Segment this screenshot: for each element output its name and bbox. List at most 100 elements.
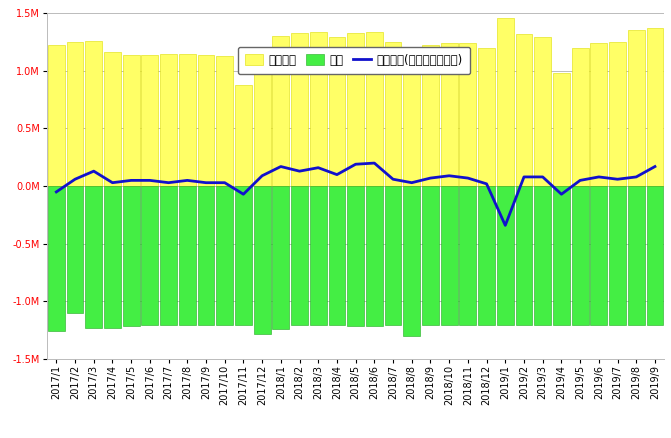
雇用状況(新規雇用－失業) bbox=[632, 174, 640, 180]
Bar bbox=[403, 186, 420, 336]
雇用状況(新規雇用－失業) bbox=[464, 176, 472, 181]
Bar bbox=[403, 50, 420, 186]
Bar bbox=[310, 186, 327, 325]
Bar bbox=[85, 41, 102, 186]
Bar bbox=[48, 46, 64, 186]
Bar bbox=[142, 186, 158, 325]
Bar bbox=[310, 32, 327, 186]
Bar bbox=[216, 186, 233, 325]
雇用状況(新規雇用－失業) bbox=[389, 177, 397, 182]
Bar bbox=[160, 53, 177, 186]
Bar bbox=[460, 186, 476, 325]
雇用状況(新規雇用－失業) bbox=[408, 180, 416, 185]
Bar bbox=[142, 55, 158, 186]
Bar bbox=[366, 32, 382, 186]
Bar bbox=[647, 186, 664, 325]
雇用状況(新規雇用－失業) bbox=[520, 174, 528, 180]
雇用状況(新規雇用－失業) bbox=[71, 177, 79, 182]
Bar bbox=[216, 56, 233, 186]
Bar bbox=[497, 18, 514, 186]
Bar bbox=[515, 34, 532, 186]
Bar bbox=[235, 85, 252, 186]
Bar bbox=[609, 186, 626, 325]
Bar bbox=[179, 186, 196, 325]
Bar bbox=[384, 186, 401, 325]
雇用状況(新規雇用－失業) bbox=[146, 178, 154, 183]
Bar bbox=[347, 33, 364, 186]
雇用状況(新規雇用－失業) bbox=[370, 160, 378, 166]
Bar bbox=[441, 186, 458, 325]
Bar bbox=[329, 37, 346, 186]
Bar bbox=[235, 186, 252, 325]
Bar bbox=[329, 186, 346, 325]
Bar bbox=[48, 186, 64, 332]
Bar bbox=[515, 186, 532, 325]
雇用状況(新規雇用－失業) bbox=[333, 172, 341, 177]
Bar bbox=[590, 43, 607, 186]
雇用状況(新規雇用－失業) bbox=[445, 173, 453, 178]
Bar bbox=[478, 48, 495, 186]
Bar bbox=[66, 186, 83, 313]
Bar bbox=[534, 37, 551, 186]
Bar bbox=[422, 186, 439, 325]
Bar bbox=[478, 186, 495, 325]
Bar bbox=[85, 186, 102, 328]
雇用状況(新規雇用－失業) bbox=[314, 165, 322, 170]
Bar bbox=[590, 186, 607, 325]
雇用状況(新規雇用－失業) bbox=[276, 164, 285, 169]
Bar bbox=[272, 36, 289, 186]
Bar bbox=[291, 33, 308, 186]
Bar bbox=[104, 186, 121, 328]
Bar bbox=[104, 53, 121, 186]
Bar bbox=[422, 46, 439, 186]
Bar bbox=[553, 186, 570, 325]
雇用状況(新規雇用－失業) bbox=[651, 164, 659, 169]
雇用状況(新規雇用－失業) bbox=[183, 178, 191, 183]
Bar bbox=[460, 43, 476, 186]
Bar bbox=[179, 53, 196, 186]
Bar bbox=[628, 186, 645, 325]
Bar bbox=[123, 55, 140, 186]
Line: 雇用状況(新規雇用－失業): 雇用状況(新規雇用－失業) bbox=[56, 163, 655, 226]
Bar bbox=[123, 186, 140, 326]
雇用状況(新規雇用－失業) bbox=[90, 169, 98, 174]
Bar bbox=[497, 186, 514, 325]
雇用状況(新規雇用－失業) bbox=[109, 180, 117, 185]
雇用状況(新規雇用－失業) bbox=[202, 180, 210, 185]
雇用状況(新規雇用－失業) bbox=[427, 176, 435, 181]
Bar bbox=[197, 186, 215, 325]
Bar bbox=[628, 31, 645, 186]
Bar bbox=[572, 186, 588, 325]
雇用状況(新規雇用－失業) bbox=[127, 178, 135, 183]
雇用状況(新規雇用－失業) bbox=[539, 174, 547, 180]
Bar bbox=[572, 48, 588, 186]
Bar bbox=[441, 43, 458, 186]
雇用状況(新規雇用－失業) bbox=[576, 178, 584, 183]
Legend: 新規雇用, 失業, 雇用状況(新規雇用－失業): 新規雇用, 失業, 雇用状況(新規雇用－失業) bbox=[238, 47, 470, 74]
雇用状況(新規雇用－失業) bbox=[613, 177, 621, 182]
Bar bbox=[534, 186, 551, 325]
Bar bbox=[647, 28, 664, 186]
雇用状況(新規雇用－失業) bbox=[352, 162, 360, 167]
雇用状況(新規雇用－失業) bbox=[258, 173, 266, 178]
Bar bbox=[272, 186, 289, 329]
Bar bbox=[254, 186, 270, 334]
Bar bbox=[197, 55, 215, 186]
Bar bbox=[384, 42, 401, 186]
雇用状況(新規雇用－失業) bbox=[52, 189, 60, 194]
雇用状況(新規雇用－失業) bbox=[482, 181, 491, 187]
Bar bbox=[291, 186, 308, 325]
雇用状況(新規雇用－失業) bbox=[240, 191, 248, 197]
Bar bbox=[553, 73, 570, 186]
雇用状況(新規雇用－失業) bbox=[558, 191, 566, 197]
Bar bbox=[160, 186, 177, 325]
雇用状況(新規雇用－失業) bbox=[164, 180, 172, 185]
雇用状況(新規雇用－失業) bbox=[501, 223, 509, 228]
Bar bbox=[66, 42, 83, 186]
雇用状況(新規雇用－失業) bbox=[595, 174, 603, 180]
Bar bbox=[347, 186, 364, 326]
雇用状況(新規雇用－失業) bbox=[295, 169, 303, 174]
Bar bbox=[254, 53, 270, 186]
雇用状況(新規雇用－失業) bbox=[221, 180, 229, 185]
Bar bbox=[609, 42, 626, 186]
